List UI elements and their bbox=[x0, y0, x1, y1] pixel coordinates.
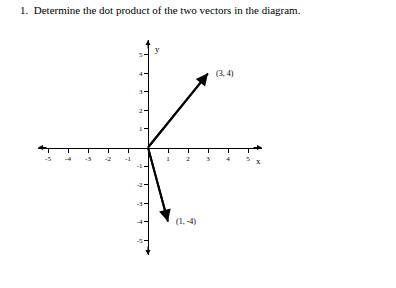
svg-text:-5: -5 bbox=[45, 155, 51, 163]
svg-text:-3: -3 bbox=[137, 200, 143, 208]
svg-text:3: 3 bbox=[206, 155, 210, 163]
svg-text:4: 4 bbox=[226, 155, 230, 163]
svg-text:y: y bbox=[155, 44, 160, 54]
svg-text:(1, -4): (1, -4) bbox=[176, 217, 196, 226]
svg-text:-4: -4 bbox=[137, 218, 143, 226]
svg-text:-4: -4 bbox=[65, 155, 71, 163]
svg-text:1: 1 bbox=[166, 155, 170, 163]
svg-text:-1: -1 bbox=[125, 155, 131, 163]
svg-text:3: 3 bbox=[139, 88, 143, 96]
svg-text:-2: -2 bbox=[137, 181, 143, 189]
svg-text:(3, 4): (3, 4) bbox=[216, 69, 234, 78]
svg-text:-2: -2 bbox=[105, 155, 111, 163]
svg-text:1: 1 bbox=[139, 125, 143, 133]
svg-text:5: 5 bbox=[139, 51, 143, 59]
svg-text:5: 5 bbox=[246, 155, 250, 163]
svg-text:2: 2 bbox=[186, 155, 190, 163]
svg-text:-3: -3 bbox=[85, 155, 91, 163]
svg-text:x: x bbox=[256, 156, 261, 166]
svg-text:-1: -1 bbox=[137, 162, 143, 170]
svg-text:4: 4 bbox=[139, 70, 143, 78]
svg-text:2: 2 bbox=[139, 107, 143, 115]
svg-text:1. Determine the dot product: 1. Determine the dot product of the two … bbox=[20, 4, 301, 16]
svg-text:-5: -5 bbox=[137, 237, 143, 245]
